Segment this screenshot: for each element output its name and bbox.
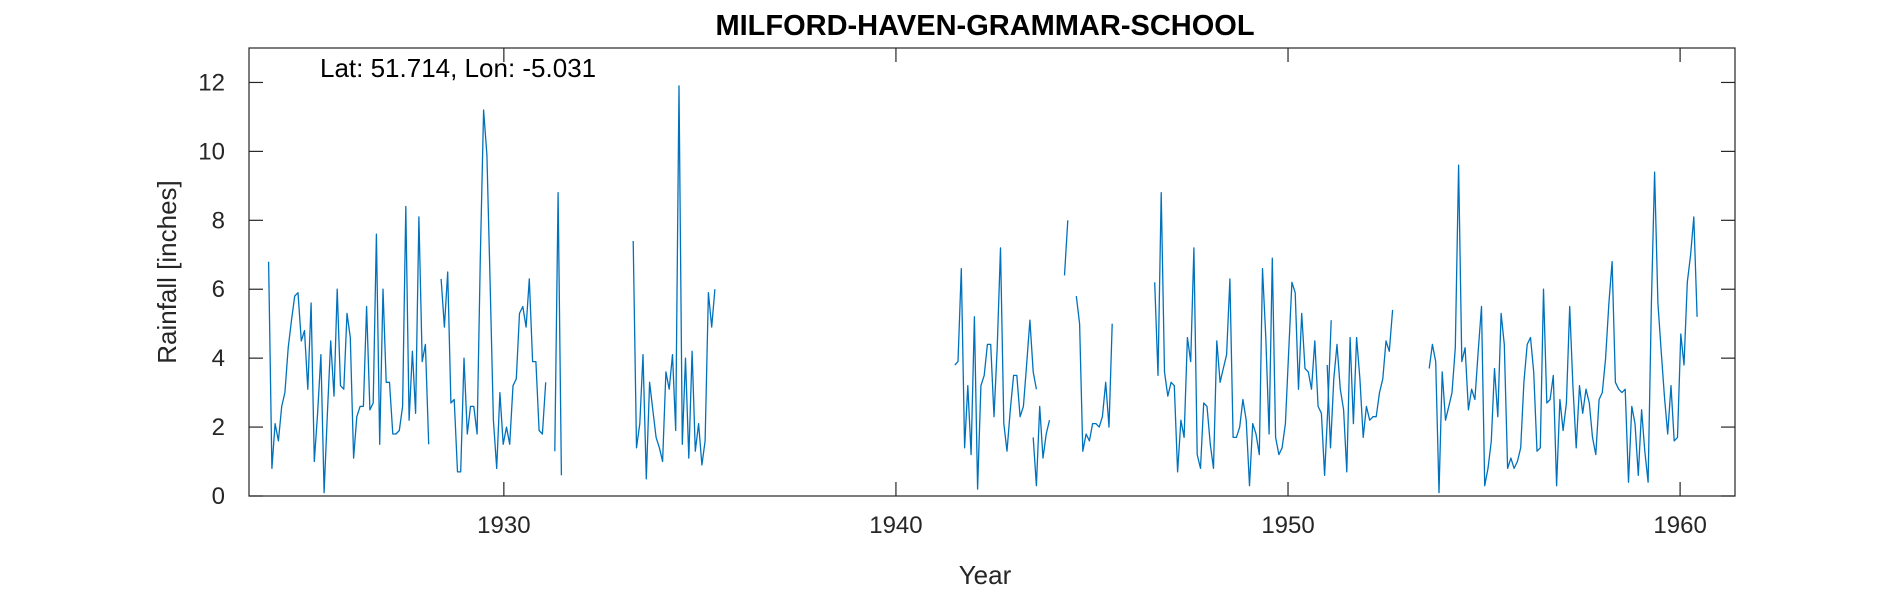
rainfall-line-segment-8 xyxy=(1154,192,1332,487)
x-tick-label-1940: 1940 xyxy=(869,512,922,539)
y-tick-label-2: 2 xyxy=(212,414,225,441)
rainfall-line-segment-4 xyxy=(954,247,1038,490)
y-tick-label-8: 8 xyxy=(212,207,225,234)
y-tick-label-6: 6 xyxy=(212,276,225,303)
x-tick-label-1950: 1950 xyxy=(1261,512,1314,539)
rainfall-line-segment-1 xyxy=(440,109,547,473)
plot-area xyxy=(249,48,1735,496)
rainfall-line-segment-2 xyxy=(554,192,563,476)
rainfall-line-segment-7 xyxy=(1075,296,1113,452)
chart-title: MILFORD-HAVEN-GRAMMAR-SCHOOL xyxy=(715,10,1254,42)
x-tick-label-1960: 1960 xyxy=(1653,512,1706,539)
rainfall-line-segment-0 xyxy=(267,205,430,494)
rainfall-line-segment-10 xyxy=(1428,164,1698,494)
x-tick-label-1930: 1930 xyxy=(477,512,530,539)
y-tick-label-4: 4 xyxy=(212,345,225,372)
x-axis-label: Year xyxy=(959,560,1012,590)
plot-frame xyxy=(248,47,1736,497)
data-series-layer xyxy=(267,85,1698,494)
rainfall-line-segment-9 xyxy=(1326,309,1394,473)
y-tick-label-12: 12 xyxy=(198,69,225,96)
y-tick-label-10: 10 xyxy=(198,138,225,165)
axes-layer: 1930 1940 1950 1960 0 2 4 6 8 10 12 xyxy=(198,47,1736,539)
rainfall-line-segment-6 xyxy=(1063,220,1069,276)
location-annotation: Lat: 51.714, Lon: -5.031 xyxy=(320,53,596,83)
rainfall-line-segment-3 xyxy=(632,85,716,480)
y-axis-label: Rainfall [inches] xyxy=(152,180,182,364)
rainfall-line-segment-5 xyxy=(1032,405,1051,487)
y-tick-label-0: 0 xyxy=(212,483,225,510)
